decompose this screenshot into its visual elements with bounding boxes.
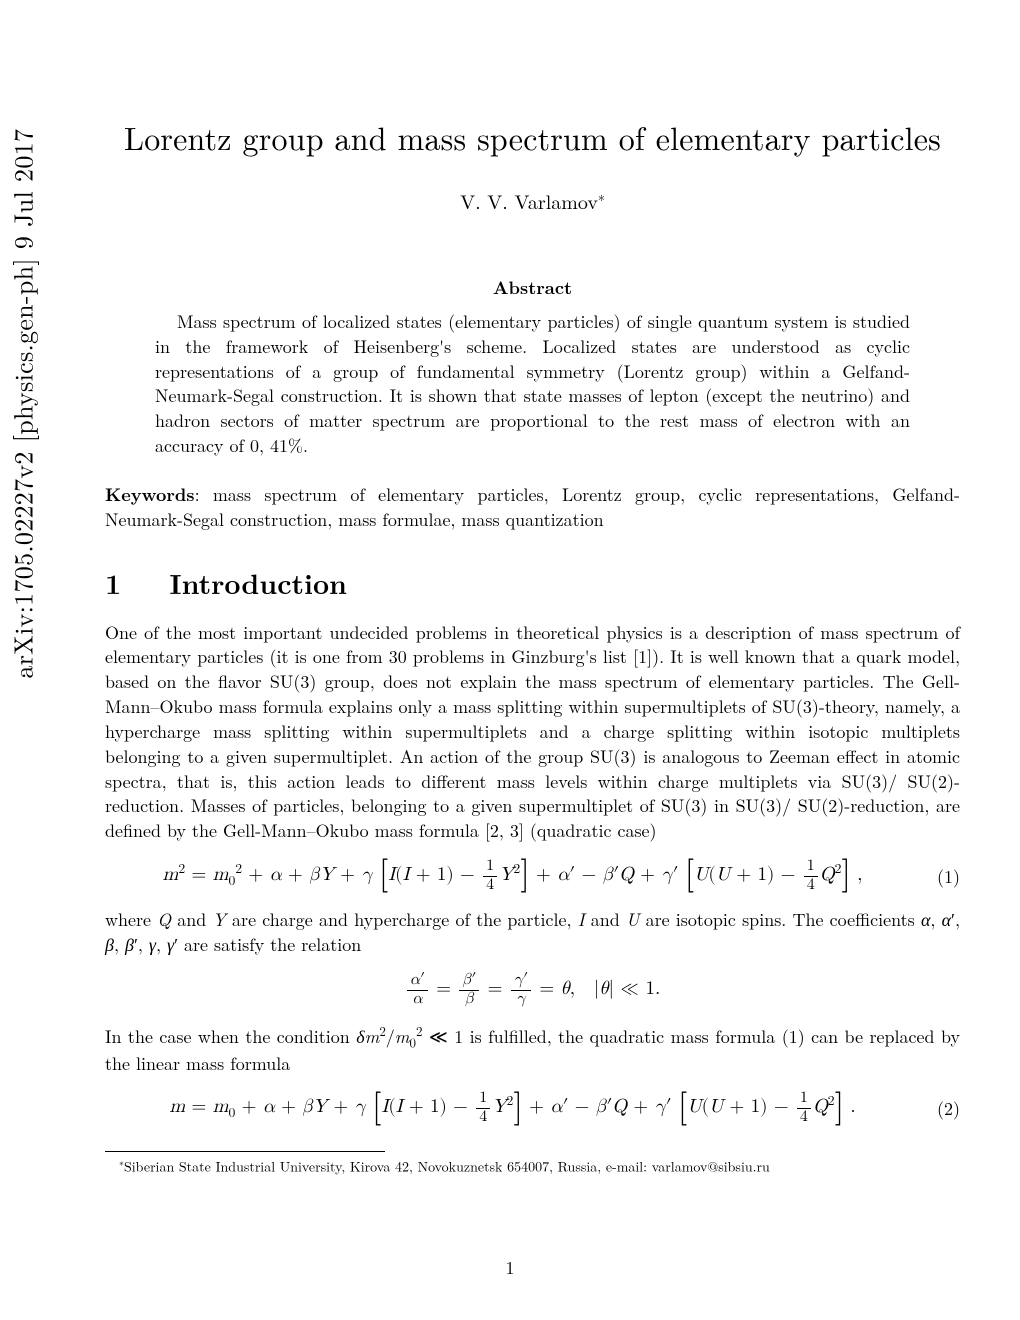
abstract-text: Mass spectrum of localized states (eleme… [155,310,910,459]
paper-title: Lorentz group and mass spectrum of eleme… [105,115,960,160]
page-number: 1 [0,1255,1020,1280]
keywords-text: : mass spectrum of elementary particles,… [105,482,960,532]
paragraph-1: One of the most important undecided prob… [105,621,960,844]
paragraph-3: In the case when the condition δm2/m02 ≪… [105,1022,960,1076]
footnote-rule [105,1151,385,1152]
author-line: V. V. Varlamov∗ [105,186,960,215]
equation-2-body: m = m0 + α + βY + γ [I(I + 1) − 14Y2] + … [105,1090,920,1126]
author-name: V. V. Varlamov [460,186,598,215]
paragraph-2: where Q and Y are charge and hypercharge… [105,908,960,958]
p2-c: are isotopic spins. The coefficients [639,907,921,932]
equation-1: m2 = m02 + α + βY + γ [I(I + 1) − 14Y2] … [105,858,960,894]
footnote: ∗Siberian State Industrial University, K… [105,1156,960,1176]
footnote-text: Siberian State Industrial University, Ki… [124,1156,770,1176]
section-title: Introduction [169,563,347,603]
section-heading: 1 Introduction [105,563,960,603]
p2-d: are satisfy the relation [178,932,361,957]
keywords-line: Keywords: mass spectrum of elementary pa… [105,483,960,533]
equation-2-number: (2) [920,1096,960,1121]
abstract-heading: Abstract [105,275,960,300]
equation-unnumbered: α′α = β′β = γ′γ = θ, |θ| ≪ 1. [105,972,960,1008]
equation-2: m = m0 + α + βY + γ [I(I + 1) − 14Y2] + … [105,1090,960,1126]
p2-b: are charge and hypercharge of the partic… [226,907,578,932]
section-number: 1 [105,563,121,603]
keywords-label: Keywords [105,482,195,507]
arxiv-stamp: arXiv:1705.02227v2 [physics.gen-ph] 9 Ju… [4,129,41,679]
author-marker: ∗ [598,186,605,206]
equation-1-number: (1) [920,864,960,889]
p3-a: In the case when the condition [105,1024,356,1049]
page-content: Lorentz group and mass spectrum of eleme… [105,115,960,1175]
equation-1-body: m2 = m02 + α + βY + γ [I(I + 1) − 14Y2] … [105,858,920,894]
p2-a: where [105,907,157,932]
